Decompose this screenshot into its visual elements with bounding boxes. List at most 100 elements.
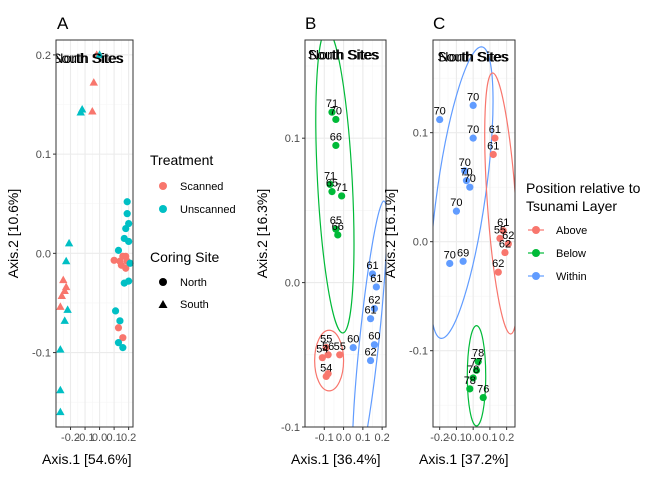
panel-c-point-label: 62 [492,258,504,270]
panel-c-point-label: 78 [464,375,476,387]
panel-c-point-label: 55 [494,224,506,236]
panel-c-point [504,240,512,248]
legend-within-label: Within [556,271,587,283]
panel-a-point [126,259,134,267]
panel-b-ellipse-above [314,329,345,392]
panel-a-point [56,407,65,416]
panel-a-point [122,264,130,272]
panel-a-point [116,317,124,325]
panel-c-point [452,207,461,215]
panel-c-ellipse-below [466,325,487,427]
panel-c-point-label: 70 [467,91,479,103]
panel-c-point-label: 70 [460,167,472,179]
panel-c-point [494,268,502,276]
panel-a-point [125,237,133,246]
panel-c-point-label: 62 [502,230,514,242]
panel-c-point-label: 69 [457,247,469,259]
panel-c-xlabel: Axis.1 [37.2%] [419,451,509,467]
panel-b-point [336,351,344,359]
legend-below-swatch [532,249,540,257]
panel-a-xtick-label: 0.0 [92,432,107,444]
panel-a-xtick-label: -0.2 [61,432,80,444]
panel-b-point [370,304,379,313]
panel-a-ytick-label: -0.1 [32,348,51,360]
panel-b-point-label: 65 [330,215,342,227]
legend-coring-title: Coring Site [150,249,219,265]
panel-b-point [370,341,379,349]
panel-a-point [60,316,69,324]
panel-a-point [64,238,74,247]
panel-c-point [469,134,477,142]
panel-b-point [318,354,326,362]
panel-b-ytick-label: -0.1 [281,422,300,434]
panel-b-xtick-label: 0.1 [355,432,370,444]
legend-south-label: South [180,299,209,311]
panel-a-point [125,219,133,228]
legend-scanned-swatch [159,182,167,190]
panel-b-point-label: 71 [324,170,336,182]
panel-c-ellipse-within [433,46,494,339]
panel-b-ylabel: Axis.2 [16.3%] [254,189,270,279]
panel-b-point-label: 65 [326,178,338,190]
legend-above-label: Above [556,225,587,237]
panel-c-point [436,115,444,124]
panel-b-point [368,270,377,278]
panel-a-point [56,385,65,394]
panel-b-point-label: 61 [370,273,382,285]
legend-below-label: Below [556,248,586,260]
legend-unscanned-label: Unscanned [180,204,236,216]
panel-c-ytick-label: -0.1 [409,346,428,358]
panel-c-point [479,393,487,402]
panel-a-point [95,50,104,58]
legend-scanned-label: Scanned [180,181,223,193]
panel-b-point-label: 62 [368,295,380,307]
panel-c-point-label: 61 [487,140,499,152]
panel-b-point [332,141,340,150]
panel-a-xlabel: Axis.1 [54.6%] [42,451,132,467]
panel-b-point-label: 66 [332,221,344,233]
panel-b-point-label: 71 [336,182,348,194]
panel-b-point [332,115,340,124]
panel-b-point-label: 55 [334,341,346,353]
panel-b-point [328,188,336,196]
panel-a-point [123,198,131,206]
panel-c-point-label: 70 [464,173,476,185]
panel-b-xtick-label: 0.2 [374,432,389,444]
panel-c-point [466,183,474,191]
panel-c-point [461,167,469,175]
panel-c-point-label: 70 [434,106,446,118]
panel-a-point [57,291,67,300]
legend-south-swatch [158,300,168,308]
panel-a-point [60,286,69,295]
panel-a-point [119,344,127,352]
legend-unscanned-swatch [159,205,167,213]
panel-c-point [462,177,471,185]
panel-a-point [56,345,65,353]
legend-north-label: North [180,277,207,289]
panel-b-point [349,343,357,352]
panel-a-xtick-label: 0.1 [106,432,121,444]
panel-b-point-label: 71 [326,98,338,110]
legend-north-swatch [159,278,167,286]
panel-c-ytick-label: 0.1 [413,128,428,140]
panel-c-xtick-label: 0.2 [499,432,514,444]
panel-b-site-label: North Sites [309,46,378,62]
panel-c-point [496,234,504,243]
panel-a-point [63,305,72,313]
panel-a-point [123,210,131,218]
panel-b-point-label: 55 [320,334,332,346]
panel-b-xtick-label: 0.0 [336,432,351,444]
panel-a-site-label: South Sites [52,50,124,66]
panel-b-ytick-label: 0.1 [285,133,300,145]
panel-c-xtick-label: -0.1 [447,432,466,444]
panel-a-point [119,334,127,342]
panel-b-point-label: 62 [364,347,376,359]
panel-b-point-label: 61 [364,305,376,317]
panel-c-point-label: 70 [450,197,462,209]
panel-a-point [89,78,98,86]
panel-a-point [114,339,123,347]
panel-c-xtick-label: 0.0 [466,432,481,444]
panel-b-point-label: 56 [322,341,334,353]
